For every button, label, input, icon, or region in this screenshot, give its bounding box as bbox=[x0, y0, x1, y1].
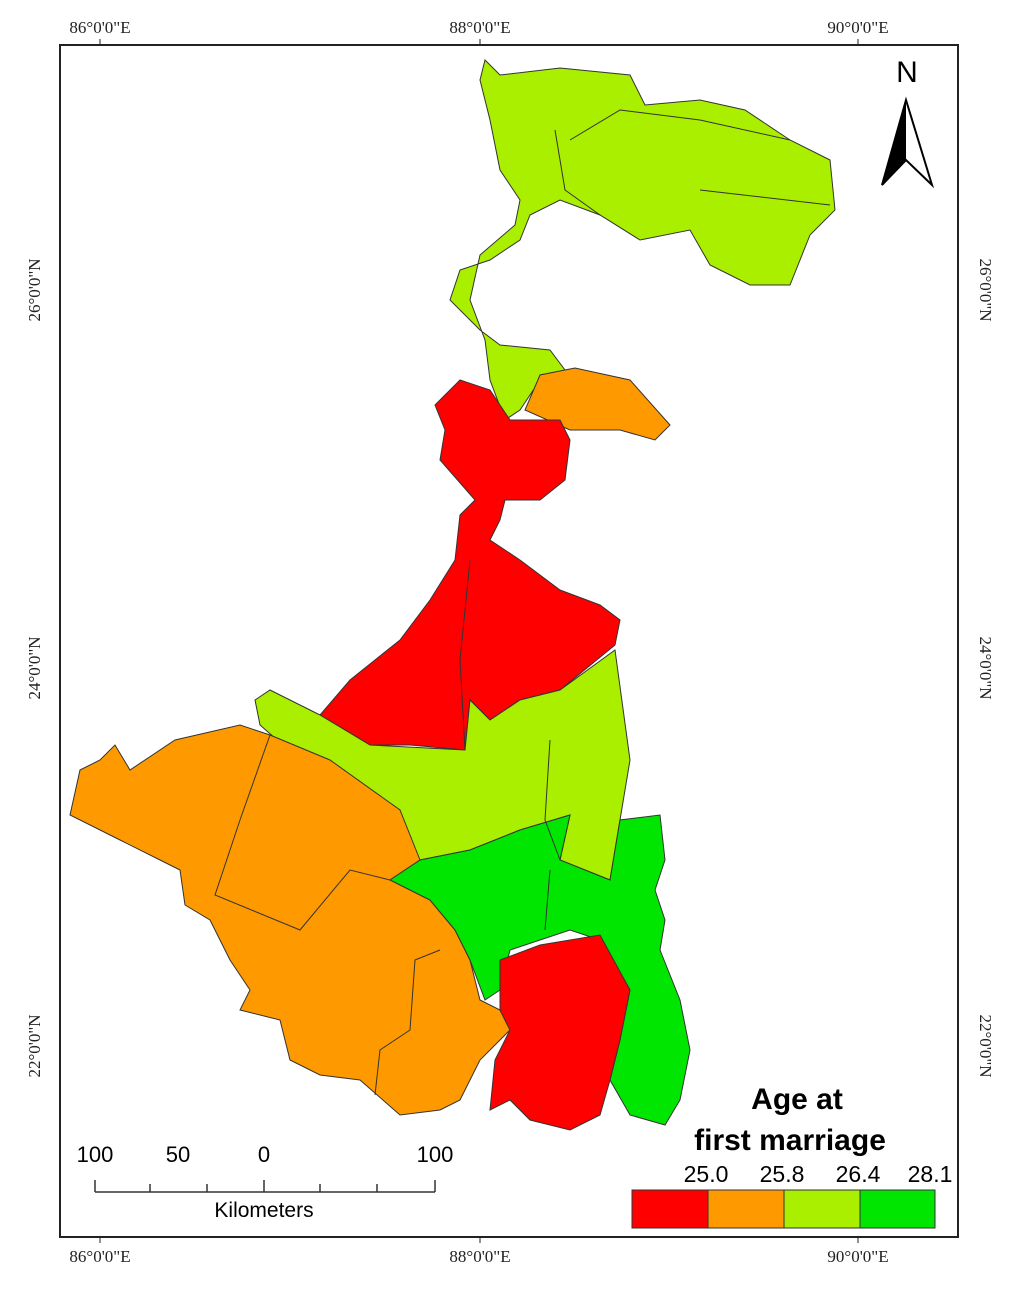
longitude-label: 86°0'0"E bbox=[69, 1247, 130, 1266]
region bbox=[489, 934, 631, 1131]
legend-swatch bbox=[783, 1189, 861, 1229]
legend-label: 25.8 bbox=[760, 1161, 805, 1187]
longitude-label: 86°0'0"E bbox=[69, 18, 130, 37]
latitude-label: 24°0'0"N bbox=[976, 636, 995, 699]
legend-swatch bbox=[859, 1189, 936, 1229]
north-arrow-fill bbox=[882, 100, 906, 185]
scale-label: 0 bbox=[258, 1142, 270, 1167]
legend-label: 26.4 bbox=[836, 1161, 881, 1187]
legend-title: Age at bbox=[751, 1083, 843, 1116]
region bbox=[389, 814, 691, 1126]
latitude-label: 22°0'0"N bbox=[976, 1014, 995, 1077]
longitude-label: 88°0'0"E bbox=[449, 18, 510, 37]
longitude-label: 90°0'0"E bbox=[827, 1247, 888, 1266]
region bbox=[449, 59, 836, 421]
north-label: N bbox=[896, 56, 918, 89]
latitude-label: 26°0'0"N bbox=[25, 258, 44, 321]
longitude-label: 88°0'0"E bbox=[449, 1247, 510, 1266]
longitude-label: 90°0'0"E bbox=[827, 18, 888, 37]
legend-swatch bbox=[707, 1189, 785, 1229]
scale-unit: Kilometers bbox=[214, 1199, 313, 1222]
map-frame bbox=[59, 44, 959, 1238]
legend-label: 28.1 bbox=[908, 1161, 953, 1187]
latitude-label: 22°0'0"N bbox=[25, 1014, 44, 1077]
legend-swatch bbox=[631, 1189, 709, 1229]
scale-label: 100 bbox=[417, 1142, 454, 1167]
scale-label: 50 bbox=[166, 1142, 190, 1167]
scale-label: 100 bbox=[77, 1142, 114, 1167]
scale-bar bbox=[94, 1180, 436, 1193]
latitude-label: 26°0'0"N bbox=[976, 258, 995, 321]
legend-label: 25.0 bbox=[684, 1161, 729, 1187]
latitude-label: 24°0'0"N bbox=[25, 636, 44, 699]
district-borders bbox=[214, 109, 831, 1096]
legend-title: first marriage bbox=[694, 1124, 886, 1157]
